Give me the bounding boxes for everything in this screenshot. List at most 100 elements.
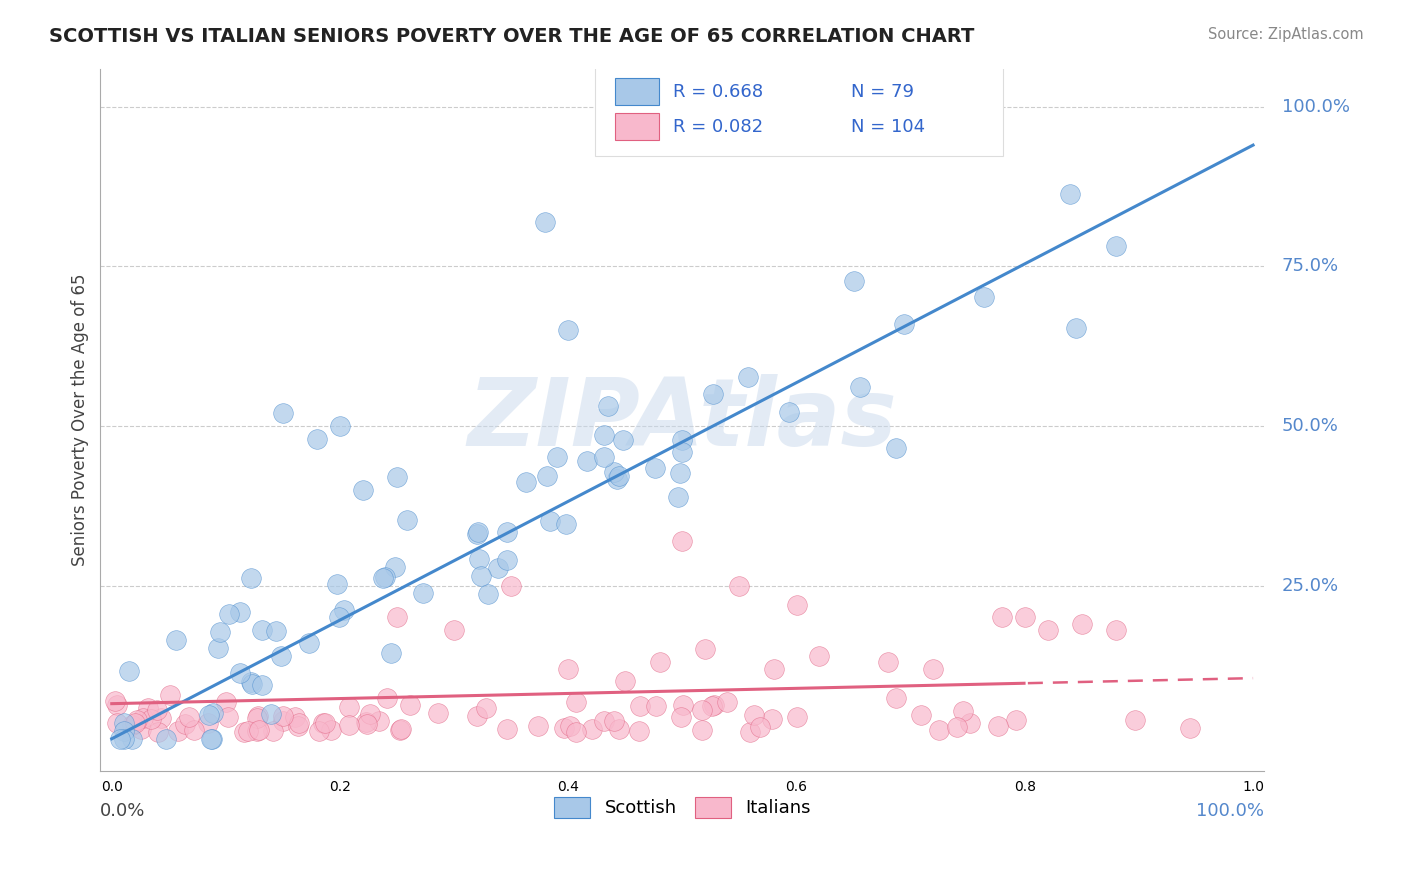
Text: N = 79: N = 79 (851, 83, 914, 101)
Point (229, 666, 252, 681)
Point (337, 718, 360, 732)
Point (146, 725, 169, 739)
Point (1105, 239, 1128, 253)
Point (321, 723, 343, 737)
Point (150, 710, 173, 724)
Point (108, 731, 131, 746)
Point (124, 715, 146, 730)
Point (443, 624, 465, 638)
Point (695, 642, 717, 657)
FancyBboxPatch shape (595, 65, 1002, 156)
Point (215, 695, 238, 709)
Point (368, 714, 391, 729)
Point (246, 723, 269, 738)
Point (910, 708, 932, 723)
Point (607, 723, 630, 737)
Point (356, 716, 378, 731)
Point (384, 560, 406, 574)
Point (786, 598, 808, 612)
Point (246, 711, 269, 725)
Point (527, 718, 550, 732)
Point (628, 699, 651, 714)
Point (467, 525, 489, 540)
Point (129, 722, 152, 736)
Point (333, 603, 356, 617)
Point (288, 715, 311, 730)
Point (690, 723, 713, 737)
Point (260, 706, 283, 721)
Point (606, 471, 628, 485)
Point (959, 715, 981, 730)
Point (581, 722, 603, 736)
Point (575, 454, 598, 468)
Text: 100.0%: 100.0% (1197, 802, 1264, 821)
Point (737, 370, 759, 384)
Point (602, 714, 624, 729)
Text: 50.0%: 50.0% (1282, 417, 1339, 435)
Point (218, 607, 240, 622)
Point (738, 725, 761, 739)
FancyBboxPatch shape (614, 78, 659, 105)
Text: R = 0.082: R = 0.082 (673, 118, 763, 136)
Point (762, 662, 785, 676)
Point (612, 433, 634, 447)
Point (748, 720, 770, 734)
Point (648, 655, 671, 669)
Point (229, 605, 252, 619)
Text: 25.0%: 25.0% (1282, 576, 1339, 595)
Point (486, 561, 509, 575)
Point (952, 704, 974, 718)
Point (174, 717, 197, 731)
Point (1014, 610, 1036, 624)
Point (603, 466, 626, 480)
Point (1064, 320, 1087, 334)
Point (1036, 624, 1059, 638)
Point (946, 720, 969, 734)
Point (329, 419, 352, 434)
Point (375, 691, 398, 706)
Point (844, 274, 866, 288)
Point (314, 716, 336, 731)
Point (240, 677, 263, 691)
Point (1059, 186, 1081, 201)
Point (1178, 722, 1201, 736)
Point (716, 695, 738, 709)
Point (515, 475, 537, 489)
Point (884, 690, 907, 705)
Point (127, 713, 149, 727)
Point (385, 470, 408, 484)
Point (179, 710, 201, 724)
Point (121, 731, 143, 746)
Point (928, 723, 950, 737)
Point (477, 587, 499, 601)
Point (112, 731, 135, 746)
Point (118, 665, 141, 679)
Point (139, 712, 162, 726)
Point (565, 724, 588, 739)
Point (308, 723, 330, 738)
Point (209, 625, 232, 640)
Point (786, 710, 808, 724)
Point (614, 674, 637, 689)
Point (354, 715, 377, 730)
Point (475, 700, 498, 714)
Point (555, 517, 578, 532)
Point (112, 716, 135, 731)
Point (339, 700, 361, 714)
Point (112, 724, 135, 739)
Point (207, 641, 229, 656)
Point (467, 708, 489, 723)
Point (703, 698, 725, 713)
Point (136, 701, 159, 715)
Point (165, 632, 187, 647)
Point (668, 490, 690, 504)
Point (496, 722, 519, 736)
Point (702, 699, 724, 714)
Point (596, 399, 619, 413)
Point (692, 703, 714, 717)
Point (501, 578, 523, 592)
Point (536, 468, 558, 483)
Point (121, 718, 143, 732)
Point (1070, 616, 1092, 631)
Point (233, 725, 256, 739)
